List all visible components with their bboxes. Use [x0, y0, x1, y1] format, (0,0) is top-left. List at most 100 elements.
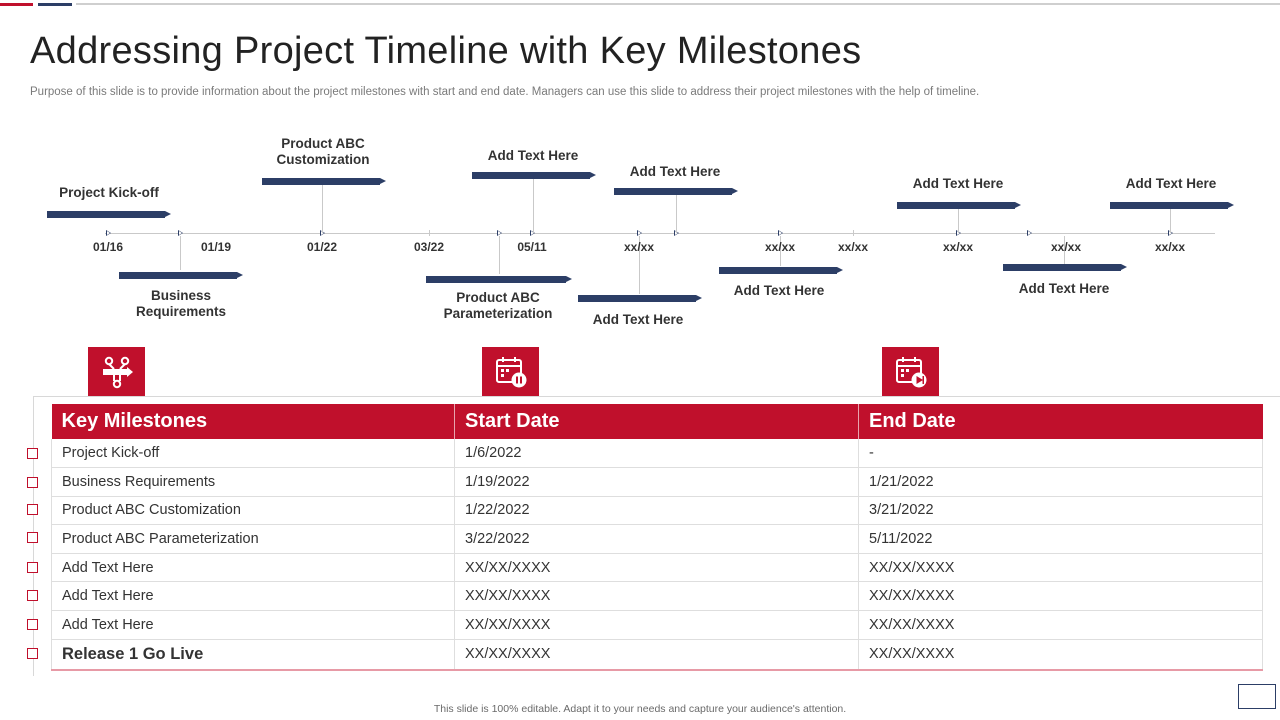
- cell-end-date: 3/21/2022: [858, 496, 1263, 526]
- timeline-marker: [674, 230, 679, 236]
- milestone-label: Product ABC Customization: [276, 136, 370, 167]
- cell-start-date: XX/XX/XXXX: [454, 610, 859, 640]
- timeline-date: 05/11: [517, 240, 547, 254]
- row-checkbox[interactable]: [27, 590, 38, 601]
- table-row: Release 1 Go Live XX/XX/XXXX XX/XX/XXXX: [51, 639, 1263, 672]
- milestone-flow-icon-graphic: [102, 356, 133, 388]
- milestone-bar: [262, 178, 386, 185]
- milestone-label: Project Kick-off: [59, 185, 159, 200]
- page-title: Addressing Project Timeline with Key Mil…: [30, 30, 862, 72]
- table-row: Add Text Here XX/XX/XXXX XX/XX/XXXX: [51, 610, 1263, 640]
- milestone-stem: [322, 182, 323, 233]
- cell-end-date: 5/11/2022: [858, 524, 1263, 554]
- slide-footer-note: This slide is 100% editable. Adapt it to…: [433, 703, 847, 715]
- milestone-stem: [1064, 236, 1065, 264]
- timeline-date: 01/16: [92, 240, 124, 254]
- milestone-flow-icon: [88, 347, 145, 396]
- timeline-marker: [637, 230, 642, 236]
- top-accent-line: [76, 3, 1280, 5]
- milestone-bar: [1003, 264, 1127, 271]
- milestone-bar: [472, 172, 596, 179]
- milestone-stem: [533, 176, 534, 233]
- timeline-tick: [429, 230, 430, 236]
- milestone-stem: [639, 236, 640, 294]
- row-checkbox[interactable]: [27, 562, 38, 573]
- cell-end-date: XX/XX/XXXX: [858, 610, 1263, 640]
- top-accent-red: [0, 3, 33, 6]
- cell-start-date: XX/XX/XXXX: [454, 581, 859, 612]
- timeline-date: 03/22: [413, 240, 445, 254]
- milestone-timeline: 01/16 01/19 01/22 03/22 05/11 xx/xx xx/x…: [0, 120, 1280, 340]
- row-checkbox[interactable]: [27, 619, 38, 630]
- timeline-marker: [320, 230, 325, 236]
- cell-start-date: 1/19/2022: [454, 467, 859, 497]
- timeline-marker: [1027, 230, 1032, 236]
- cell-start-date: 1/22/2022: [454, 496, 859, 526]
- table-row: Add Text Here XX/XX/XXXX XX/XX/XXXX: [51, 581, 1263, 612]
- timeline-axis: [105, 233, 1215, 234]
- row-checkbox[interactable]: [27, 448, 38, 459]
- timeline-date: xx/xx: [623, 240, 655, 254]
- timeline-marker: [497, 230, 502, 236]
- timeline-marker: [178, 230, 183, 236]
- cell-milestone: Add Text Here: [51, 610, 455, 640]
- milestone-stem: [1170, 206, 1171, 233]
- cell-milestone: Business Requirements: [51, 467, 455, 497]
- cell-start-date: 1/6/2022: [454, 439, 859, 469]
- slide-nav-box[interactable]: [1238, 684, 1276, 709]
- table-row: Business Requirements 1/19/2022 1/21/202…: [51, 467, 1263, 497]
- milestone-bar: [1110, 202, 1234, 209]
- table-row: Project Kick-off 1/6/2022 -: [51, 439, 1263, 469]
- cell-end-date: XX/XX/XXXX: [858, 581, 1263, 612]
- milestone-label: Add Text Here: [487, 148, 579, 163]
- calendar-play-icon-graphic: [895, 356, 926, 387]
- cell-milestone: Product ABC Customization: [51, 496, 455, 526]
- timeline-marker: [778, 230, 783, 236]
- milestone-label: Product ABC Parameterization: [443, 290, 553, 321]
- row-checkbox[interactable]: [27, 648, 38, 659]
- row-checkbox[interactable]: [27, 477, 38, 488]
- milestone-stem: [676, 192, 677, 233]
- timeline-date: 01/19: [200, 240, 232, 254]
- top-accent-navy: [38, 3, 72, 6]
- calendar-pause-icon: [482, 347, 539, 396]
- calendar-play-icon: [882, 347, 939, 396]
- milestone-label: Add Text Here: [629, 164, 721, 179]
- header-end-date: End Date: [858, 404, 1263, 439]
- milestone-stem: [180, 236, 181, 270]
- timeline-date: xx/xx: [1154, 240, 1186, 254]
- table-header-row: Key Milestones Start Date End Date: [51, 404, 1263, 439]
- cell-milestone: Product ABC Parameterization: [51, 524, 455, 554]
- cell-milestone: Add Text Here: [51, 581, 455, 612]
- timeline-date: 01/22: [306, 240, 338, 254]
- milestone-stem: [958, 206, 959, 233]
- milestone-bar: [119, 272, 243, 279]
- header-start-date: Start Date: [454, 404, 859, 439]
- timeline-marker: [530, 230, 535, 236]
- cell-end-date: -: [858, 439, 1263, 469]
- cell-milestone: Release 1 Go Live: [51, 639, 455, 672]
- header-key-milestones: Key Milestones: [51, 404, 455, 439]
- timeline-marker: [1168, 230, 1173, 236]
- cell-milestone: Project Kick-off: [51, 439, 455, 469]
- page-subtitle: Purpose of this slide is to provide info…: [30, 86, 980, 98]
- timeline-date: xx/xx: [1050, 240, 1082, 254]
- milestone-bar: [578, 295, 702, 302]
- cell-milestone: Add Text Here: [51, 553, 455, 583]
- timeline-date: xx/xx: [837, 240, 869, 254]
- milestone-stem: [780, 236, 781, 266]
- timeline-marker: [106, 230, 111, 236]
- milestones-table: Key Milestones Start Date End Date Proje…: [51, 404, 1263, 672]
- table-row: Product ABC Customization 1/22/2022 3/21…: [51, 496, 1263, 526]
- milestone-label: Add Text Here: [912, 176, 1004, 191]
- milestone-label: Add Text Here: [592, 312, 684, 327]
- row-checkbox[interactable]: [27, 504, 38, 515]
- cell-end-date: XX/XX/XXXX: [858, 639, 1263, 672]
- row-checkbox[interactable]: [27, 532, 38, 543]
- milestone-label: Add Text Here: [1125, 176, 1217, 191]
- timeline-date: xx/xx: [764, 240, 796, 254]
- timeline-tick: [853, 230, 854, 236]
- cell-end-date: 1/21/2022: [858, 467, 1263, 497]
- table-row: Product ABC Parameterization 3/22/2022 5…: [51, 524, 1263, 554]
- timeline-date: xx/xx: [942, 240, 974, 254]
